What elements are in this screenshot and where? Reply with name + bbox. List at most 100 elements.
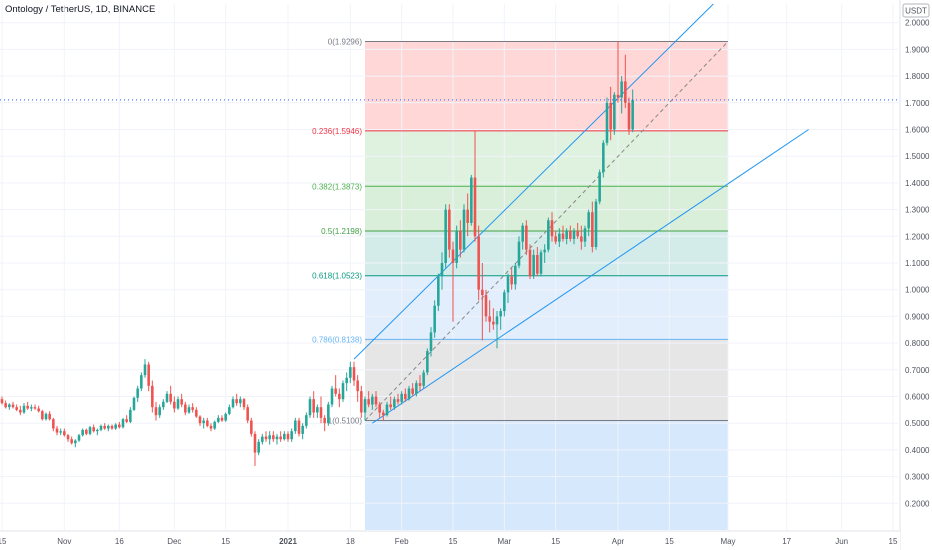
- candle-body: [125, 419, 128, 422]
- candle-body: [341, 383, 345, 400]
- price-tick-label: 0.2000: [905, 499, 930, 508]
- candle: [598, 169, 601, 205]
- candle-body: [180, 399, 183, 405]
- candle-body: [499, 311, 502, 317]
- fib-level-label: 0(1.9296): [328, 37, 363, 46]
- candle-body: [356, 380, 359, 392]
- candle: [206, 417, 209, 428]
- candle-body: [246, 407, 249, 421]
- time-tick-label: 15: [221, 537, 230, 546]
- candle-body: [279, 436, 282, 440]
- time-tick-label: Nov: [57, 537, 71, 546]
- candle: [30, 404, 33, 412]
- candle: [455, 225, 458, 269]
- candle: [466, 193, 469, 237]
- candle-body: [191, 407, 194, 410]
- price-tick-label: 1.0000: [905, 286, 930, 295]
- chart-title: Ontology / TetherUS, 1D, BINANCE: [5, 4, 156, 15]
- candle: [418, 375, 422, 392]
- candle-body: [547, 220, 550, 250]
- candle-body: [506, 276, 510, 293]
- candle: [378, 401, 381, 418]
- time-tick-label: 15: [551, 537, 560, 546]
- candle: [246, 404, 249, 424]
- candle: [217, 415, 220, 424]
- candle-body: [473, 177, 477, 237]
- candle: [396, 393, 400, 405]
- candle: [602, 140, 605, 178]
- price-tick-label: 0.6000: [905, 392, 930, 401]
- price-tick-label: 0.8000: [905, 339, 930, 348]
- candle: [499, 308, 502, 330]
- candle-body: [143, 364, 147, 376]
- candle-body: [99, 425, 103, 430]
- candle-body: [81, 429, 84, 436]
- candle: [96, 428, 99, 436]
- candle-body: [517, 241, 521, 266]
- time-tick-label: 16: [115, 537, 124, 546]
- candle-body: [620, 81, 623, 98]
- candle-body: [231, 399, 235, 408]
- price-tick-label: 0.5000: [905, 419, 930, 428]
- candle-body: [514, 265, 517, 285]
- candle-body: [30, 407, 33, 409]
- candle: [422, 369, 425, 389]
- candle: [279, 431, 282, 442]
- candle-body: [411, 388, 414, 394]
- candle-body: [389, 404, 392, 408]
- candle: [110, 424, 114, 430]
- candle: [88, 425, 92, 436]
- candle-body: [261, 436, 264, 442]
- candle-body: [220, 417, 224, 421]
- candle-body: [228, 407, 231, 414]
- candle-body: [565, 230, 568, 239]
- candle: [103, 423, 106, 430]
- candle-body: [19, 409, 22, 413]
- candle-body: [598, 172, 601, 202]
- candle-body: [297, 420, 301, 434]
- candle: [349, 361, 352, 384]
- candle: [440, 252, 444, 290]
- candle: [330, 385, 334, 408]
- candle-body: [290, 431, 293, 440]
- price-axis-unit: USDT: [905, 7, 927, 16]
- price-tick-label: 1.7000: [905, 99, 930, 108]
- candle: [506, 273, 510, 304]
- candle-body: [528, 249, 532, 277]
- candle: [558, 228, 561, 247]
- time-tick-label: 2021: [279, 537, 297, 546]
- candle: [459, 220, 462, 258]
- candle-body: [345, 377, 348, 384]
- candle-body: [77, 435, 81, 441]
- candle: [389, 396, 392, 410]
- candle: [191, 403, 194, 413]
- candle-body: [250, 420, 253, 434]
- candle-body: [48, 413, 51, 420]
- candle: [547, 217, 550, 253]
- candle: [283, 431, 286, 441]
- candle-body: [550, 220, 554, 237]
- candle: [198, 415, 202, 426]
- candle: [74, 439, 77, 448]
- candle: [517, 236, 521, 269]
- candle: [319, 396, 323, 424]
- candle: [209, 423, 213, 432]
- candle-body: [444, 209, 447, 263]
- candle-body: [88, 427, 92, 434]
- candle: [202, 417, 205, 429]
- candle-body: [22, 405, 26, 413]
- candle: [85, 428, 88, 436]
- candle: [220, 415, 224, 422]
- candle-body: [404, 393, 407, 400]
- price-axis-bg: [900, 0, 932, 550]
- candle: [8, 403, 11, 410]
- candle-body: [96, 429, 99, 432]
- candle-body: [418, 383, 422, 386]
- candle-body: [422, 372, 425, 386]
- candle-body: [448, 209, 451, 250]
- candle-body: [561, 233, 565, 239]
- candle: [41, 409, 44, 421]
- candle-body: [151, 385, 154, 408]
- candle-body: [268, 435, 271, 440]
- candle-body: [286, 433, 290, 440]
